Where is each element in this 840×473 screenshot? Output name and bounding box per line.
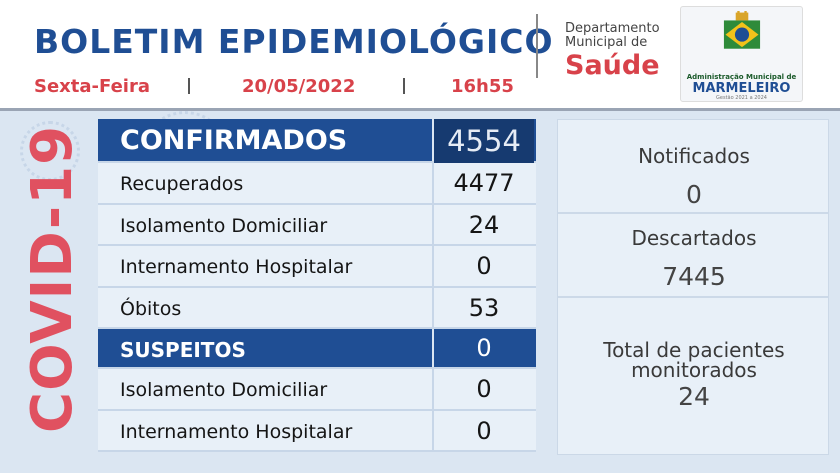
row-value: 0 [476,252,492,280]
virus-decoration [20,121,80,181]
column-divider [432,410,434,450]
row-value: 53 [468,293,500,322]
monitored-label-line-2: monitorados [631,358,757,382]
summary-panel: Notificados 0 Descartados 7445 Total de … [557,119,829,455]
date-text: 20/05/2022 [242,76,356,97]
notified-label: Notificados [638,144,750,168]
header-rule [0,108,840,111]
logo-city-name: MARMELEIRO [692,81,791,96]
column-divider [432,119,434,161]
suspects-label: SUSPEITOS [120,338,246,362]
monitored-label-line-1: Total de pacientes [603,338,785,362]
suspects-value: 0 [476,334,492,362]
panel-divider [558,212,828,214]
page-title: BOLETIM EPIDEMIOLÓGICO [34,22,554,61]
main-area: COVID-19 CONFIRMADOS 4554 Recuperados 44… [0,111,840,473]
logo-caption: Administração Municipal de [686,73,797,81]
header-divider [536,14,538,78]
table-row: Recuperados 4477 [98,163,536,205]
table-row: Isolamento Domiciliar 24 [98,204,536,246]
municipality-logo: Administração Municipal de MARMELEIRO Ge… [680,6,803,102]
header: BOLETIM EPIDEMIOLÓGICO Sexta-Feira 20/05… [0,0,840,108]
monitored-label: Total de pacientes monitorados [558,340,830,380]
table-row: Internamento Hospitalar 0 [98,410,536,452]
covid-19-label: COVID-19 [20,124,85,433]
department-name: Saúde [565,50,660,81]
column-divider [432,246,434,286]
panel-divider [558,296,828,298]
suspects-row: SUSPEITOS 0 [98,329,536,369]
monitored-value: 24 [678,382,710,411]
row-label: Isolamento Domiciliar [120,214,328,237]
row-label: Internamento Hospitalar [120,256,353,278]
row-label: Óbitos [120,297,182,320]
column-divider [432,329,434,367]
coat-of-arms-icon [723,11,761,49]
table-row: Isolamento Domiciliar 0 [98,369,536,411]
time-text: 16h55 [451,76,514,97]
logo-term: Gestão 2021 a 2024 [716,95,767,101]
column-divider [432,287,434,327]
row-value: 4477 [453,169,515,197]
weekday-text: Sexta-Feira [34,76,150,97]
column-divider [432,204,434,244]
department-line-1: Departamento [565,21,660,36]
column-divider [432,369,434,409]
discarded-label: Descartados [631,226,757,250]
column-divider [432,163,434,203]
row-value: 0 [476,416,492,445]
row-label: Recuperados [120,173,244,195]
separator [403,78,405,94]
confirmed-row: CONFIRMADOS 4554 [98,119,536,163]
row-label: Internamento Hospitalar [120,420,353,443]
table-row: Óbitos 53 [98,287,536,329]
row-value: 0 [476,375,492,403]
confirmed-label: CONFIRMADOS [120,125,348,156]
notified-value: 0 [686,180,702,209]
row-label: Isolamento Domiciliar [120,379,328,401]
department-line-2: Municipal de [565,35,648,50]
discarded-value: 7445 [662,262,726,291]
table-row: Internamento Hospitalar 0 [98,246,536,288]
cases-table: CONFIRMADOS 4554 Recuperados 4477 Isolam… [98,119,536,452]
department-label: Departamento Municipal de [565,22,665,50]
row-value: 24 [468,210,500,239]
separator [188,78,190,94]
confirmed-value: 4554 [434,119,534,163]
